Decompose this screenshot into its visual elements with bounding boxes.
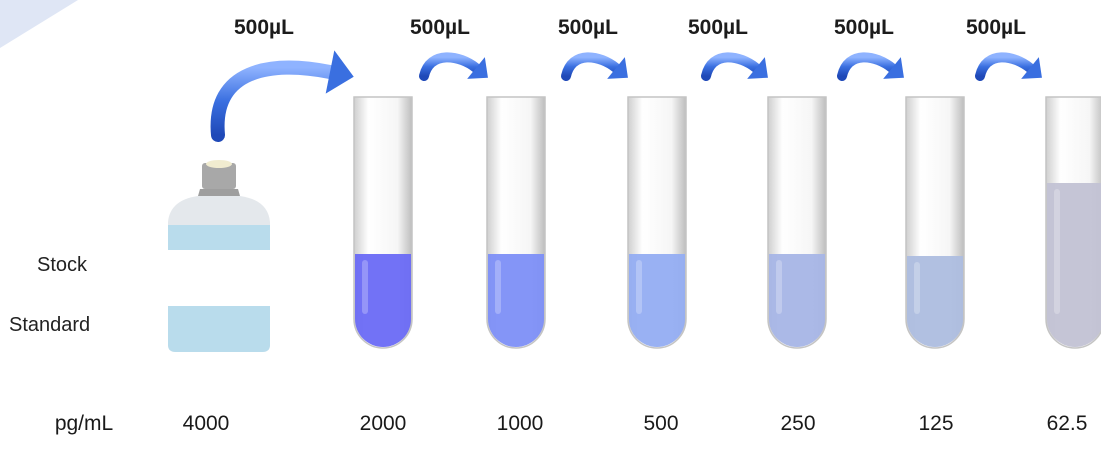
transfer-arrow-5: [837, 52, 904, 81]
arrow-head: [1021, 57, 1042, 79]
transfer-volume-2: 500µL: [410, 16, 470, 39]
bottle-neck: [198, 189, 240, 196]
stock-label-line1: Stock: [37, 254, 88, 276]
tube-highlight: [636, 260, 642, 314]
tube-liquid: [907, 256, 963, 347]
bottle-label: [168, 250, 270, 306]
transfer-arrow-2: [419, 52, 488, 81]
arrow-head: [883, 57, 904, 79]
transfer-arrow-1: [210, 50, 354, 142]
tube-liquid: [1047, 183, 1101, 347]
transfer-volume-4: 500µL: [688, 16, 748, 39]
transfer-volume-6: 500µL: [966, 16, 1026, 39]
tube-highlight: [914, 262, 920, 314]
transfer-volume-5: 500µL: [834, 16, 894, 39]
test-tube-2: [486, 96, 546, 349]
test-tube-3: [627, 96, 687, 349]
arrow-head: [607, 57, 628, 79]
bottle-band-bottom: [168, 306, 270, 352]
tube-highlight: [362, 260, 368, 314]
arrow-shaft: [419, 52, 481, 81]
bottle-band-top: [168, 225, 270, 250]
arrow-shaft: [701, 52, 761, 81]
test-tube-6: [1045, 96, 1101, 349]
arrow-shaft: [210, 60, 337, 142]
units-label: pg/mL: [54, 412, 114, 435]
arrow-shaft: [561, 52, 621, 81]
transfer-arrow-3: [561, 52, 628, 81]
tube-highlight: [776, 260, 782, 314]
concentration-tube-6: 62.5: [1046, 412, 1088, 435]
concentration-tube-3: 500: [643, 412, 679, 435]
test-tube-4: [767, 96, 827, 349]
concentration-tube-2: 1000: [496, 412, 544, 435]
stock-label-line2: Standard: [9, 314, 91, 336]
test-tube-1: [353, 96, 413, 349]
arrow-head: [747, 57, 768, 79]
arrow-shaft: [837, 52, 897, 81]
stock-bottle: [168, 160, 270, 352]
transfer-arrow-4: [701, 52, 768, 81]
concentration-stock: 4000: [182, 412, 230, 435]
test-tube-5: [905, 96, 965, 349]
tube-liquid: [769, 254, 825, 347]
tube-highlight: [495, 260, 501, 314]
arrow-shaft: [975, 52, 1035, 81]
corner-decoration: [0, 0, 78, 48]
concentration-tube-4: 250: [780, 412, 816, 435]
transfer-volume-1: 500µL: [234, 16, 294, 39]
arrow-head: [325, 50, 354, 94]
bottle-cap-top: [206, 160, 232, 168]
arrow-head: [467, 57, 488, 79]
tube-liquid: [355, 254, 411, 347]
tube-liquid: [488, 254, 544, 347]
bottle-cap: [202, 163, 236, 189]
tube-liquid: [629, 254, 685, 347]
concentration-tube-1: 2000: [359, 412, 407, 435]
concentration-tube-5: 125: [918, 412, 954, 435]
transfer-volume-3: 500µL: [558, 16, 618, 39]
transfer-arrow-6: [975, 52, 1042, 81]
tube-highlight: [1054, 189, 1060, 314]
